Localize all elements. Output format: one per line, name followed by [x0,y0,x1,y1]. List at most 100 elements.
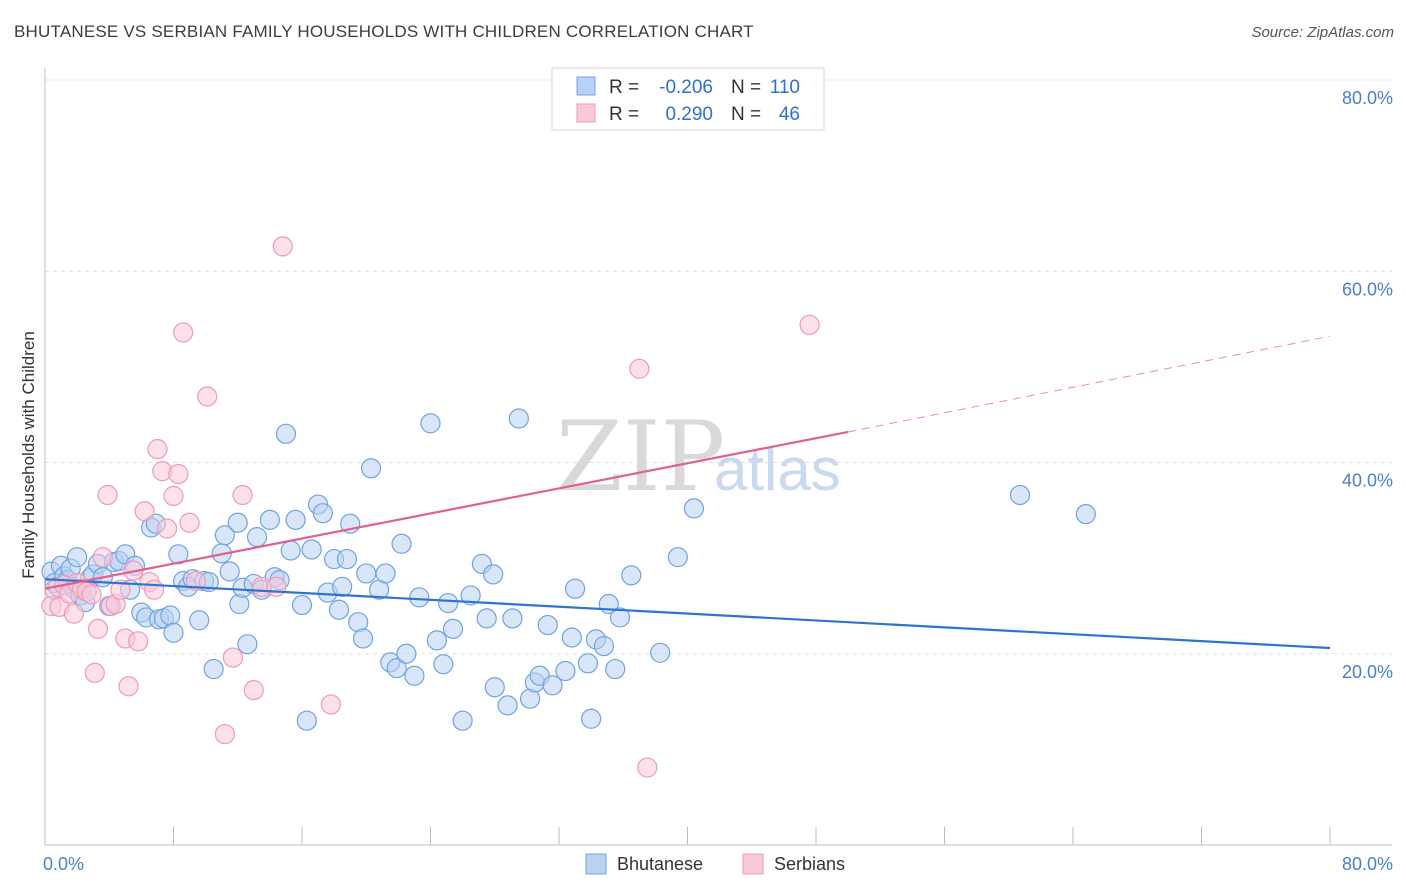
bhutanese-point-67 [360,458,382,479]
bhutanese-point-69 [375,563,396,584]
bhutanese-point-76 [420,413,441,434]
axes [44,68,1392,846]
bhutanese-point-107 [667,547,688,568]
bhutanese-point-72 [391,533,412,554]
bottom-legend: Bhutanese Serbians [585,853,845,875]
bhutanese-point-105 [621,565,642,586]
bhutanese-point-73 [396,643,417,664]
serbians-point-26 [156,518,178,539]
serbians-point-23 [144,579,165,600]
y-tick-label-3: 80.0% [1342,88,1393,108]
bhutanese-point-53 [291,594,313,616]
serbians-point-30 [179,512,200,533]
serbians-point-34 [222,647,244,668]
serbians-point-12 [92,547,113,568]
y-tick-label-2: 60.0% [1342,279,1393,299]
bhutanese-trend-line [44,578,1331,650]
bhutanese-point-57 [312,503,333,524]
bhutanese-point-97 [564,578,586,599]
serbians-point-10 [84,662,105,683]
bhutanese-point-41 [229,593,250,615]
serbians-point-40 [320,694,342,715]
stats-legend-box [551,67,825,131]
bhutanese-point-43 [237,634,258,655]
bhutanese-point-74 [404,665,425,686]
bhutanese-point-103 [605,658,626,680]
serbians-point-21 [134,501,155,522]
watermark-atlas: atlas [714,436,841,503]
serbians-point-32 [197,386,218,407]
serbians-point-29 [173,322,194,343]
serbians-point-33 [214,723,235,745]
bhutanese-point-82 [460,585,481,606]
bhutanese-point-38 [214,525,235,546]
stats-r-value-1: -0.206 [659,77,713,98]
stats-r-label-1: R = [609,77,639,98]
grid-lines [45,79,1392,655]
bhutanese-point-8 [67,547,88,568]
serbians-point-28 [168,463,189,485]
bhutanese-point-50 [275,423,297,444]
bhutanese-point-36 [203,658,224,680]
bhutanese-point-109 [1009,484,1031,506]
serbians-trend-line [44,430,849,590]
serbians-point-42 [637,757,658,778]
serbians-point-20 [128,631,149,652]
serbians-point-13 [97,484,118,506]
bhutanese-point-78 [433,654,454,675]
serbians-point-5 [63,603,85,624]
bhutanese-point-81 [452,710,473,731]
legend-swatch-bhutanese [585,853,607,875]
bhutanese-point-95 [555,660,576,682]
bhutanese-point-62 [336,548,358,570]
bhutanese-point-33 [189,610,210,631]
bhutanese-point-104 [609,607,631,628]
serbians-point-16 [110,579,131,600]
stats-n-label-1: N = [731,77,761,98]
bhutanese-point-60 [328,599,350,620]
bhutanese-point-65 [352,628,374,649]
watermark-zip: ZIP [556,401,725,513]
serbians-point-39 [272,236,293,257]
serbians-point-38 [266,576,287,597]
bhutanese-point-101 [593,635,615,657]
serbians-point-35 [232,484,253,506]
bhutanese-point-98 [577,653,599,674]
bhutanese-point-93 [537,614,558,636]
bhutanese-point-79 [438,592,459,614]
bhutanese-point-75 [409,587,430,608]
bhutanese-point-99 [581,708,602,729]
bhutanese-point-108 [683,498,705,519]
trend-lines [44,335,1331,650]
serbians-point-36 [243,679,264,701]
stats-n-value-1: 110 [770,77,800,98]
serbians-point-24 [147,439,168,460]
bhutanese-point-77 [426,630,448,651]
bhutanese-point-85 [483,564,504,585]
data-points [41,236,1096,778]
y-tick-label-0: 20.0% [1342,662,1393,682]
serbians-point-11 [87,618,109,639]
serbians-point-27 [163,485,184,507]
bhutanese-point-55 [301,539,322,560]
stats-r-value-2: 0.290 [665,104,713,125]
x-tick-label-1: 80.0% [1342,854,1393,874]
tick-labels: 20.0% 40.0% 60.0% 80.0% 0.0% 80.0% [43,88,1393,874]
legend-label-serbians: Serbians [774,854,845,874]
bhutanese-point-39 [219,561,240,582]
bhutanese-point-45 [246,526,268,548]
serbians-point-43 [799,314,820,335]
serbians-point-31 [185,570,207,592]
stats-n-label-2: N = [731,104,761,125]
serbians-point-9 [81,584,102,605]
chart-title: BHUTANESE VS SERBIAN FAMILY HOUSEHOLDS W… [14,22,754,41]
watermark: ZIP atlas [556,401,841,513]
bhutanese-point-47 [259,509,280,530]
y-axis-label: Family Households with Children [19,331,38,579]
x-tick-label-0: 0.0% [43,854,84,874]
bhutanese-point-106 [650,642,671,663]
bhutanese-point-96 [561,627,582,648]
legend-swatch-serbians [742,853,764,875]
bhutanese-point-27 [160,605,181,626]
